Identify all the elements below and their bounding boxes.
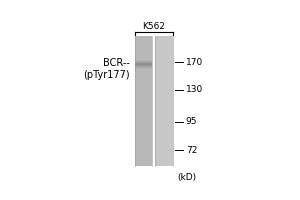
Text: 130: 130 — [186, 85, 203, 94]
Text: 170: 170 — [186, 58, 203, 67]
Text: (kD): (kD) — [178, 173, 197, 182]
Text: BCR--: BCR-- — [103, 58, 130, 68]
Text: K562: K562 — [142, 22, 165, 31]
Text: (pTyr177): (pTyr177) — [83, 70, 130, 80]
Text: 72: 72 — [186, 146, 197, 155]
Text: 95: 95 — [186, 117, 197, 126]
